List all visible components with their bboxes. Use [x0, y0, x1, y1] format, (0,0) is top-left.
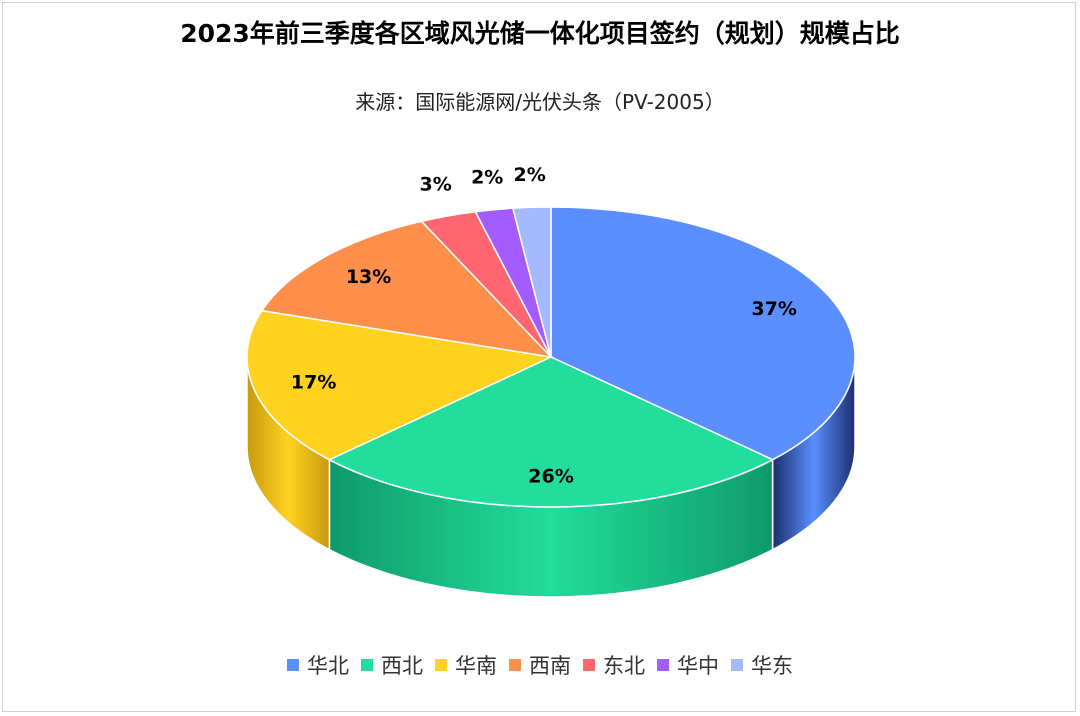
slice-897f5357-top — [260, 220, 554, 359]
legend-label: 东北 — [603, 654, 645, 678]
legend-item: 华东 — [731, 650, 793, 680]
legend-label: 华北 — [307, 654, 349, 678]
legend-item: 东北 — [583, 650, 645, 680]
legend-label: 华南 — [455, 654, 497, 678]
legend-item: 华北 — [287, 650, 349, 680]
legend: 华北 西北 华南 西南 东北 华中 华东 — [0, 650, 1080, 680]
data-label: 26% — [528, 466, 573, 488]
slice-534e5317-top — [550, 206, 856, 461]
chart-title: 2023年前三季度各区域风光储一体化项目签约（规划）规模占比 — [180, 19, 900, 48]
legend-swatch — [435, 659, 447, 671]
legend-swatch — [731, 659, 743, 671]
slice-534e5357-top — [246, 309, 554, 461]
pie-tops — [246, 206, 856, 508]
chart-subtitle: 来源：国际能源网/光伏头条（PV-2005） — [355, 90, 725, 114]
data-label: 3% — [420, 173, 452, 195]
legend-item: 华南 — [435, 650, 497, 680]
data-label: 37% — [751, 298, 796, 320]
legend-label: 华东 — [751, 654, 793, 678]
legend-swatch — [583, 659, 595, 671]
legend-item: 西北 — [361, 650, 423, 680]
data-label: 2% — [513, 164, 545, 186]
slice-897f5317-top — [327, 356, 775, 508]
slice-534e4e1c-top — [511, 206, 552, 358]
legend-item: 华中 — [657, 650, 719, 680]
legend-label: 西南 — [529, 654, 571, 678]
legend-swatch — [361, 659, 373, 671]
legend-swatch — [657, 659, 669, 671]
data-label: 17% — [291, 372, 336, 394]
pie-labels: 37% 26% 17% 13% 3% 2% 2% — [291, 164, 797, 488]
legend-swatch — [287, 659, 299, 671]
legend-item: 西南 — [509, 650, 571, 680]
data-label: 13% — [346, 266, 391, 288]
legend-label: 西北 — [381, 654, 423, 678]
legend-label: 华中 — [677, 654, 719, 678]
data-label: 2% — [471, 166, 503, 188]
legend-swatch — [509, 659, 521, 671]
